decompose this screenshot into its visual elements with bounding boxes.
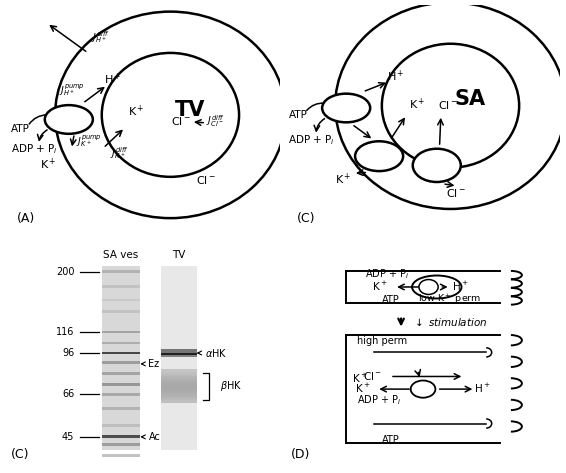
Bar bbox=[102, 384, 140, 386]
Text: $P_{H/K}$: $P_{H/K}$ bbox=[58, 112, 79, 127]
Text: 66: 66 bbox=[62, 389, 74, 400]
Text: $\downarrow$ stimulation: $\downarrow$ stimulation bbox=[412, 317, 487, 328]
Bar bbox=[161, 397, 196, 401]
Text: $J^{diff}_{H^+}$: $J^{diff}_{H^+}$ bbox=[91, 29, 110, 44]
Text: (C): (C) bbox=[11, 448, 29, 461]
Bar bbox=[102, 342, 140, 344]
Text: H$^+$: H$^+$ bbox=[104, 71, 122, 87]
Text: (D): (D) bbox=[291, 448, 311, 461]
Text: 45: 45 bbox=[62, 432, 74, 442]
Text: Cl$^-$: Cl$^-$ bbox=[438, 98, 458, 111]
Text: ATP: ATP bbox=[289, 110, 307, 120]
Bar bbox=[161, 351, 196, 355]
Text: ATP: ATP bbox=[382, 295, 400, 305]
Text: $\alpha$HK: $\alpha$HK bbox=[198, 347, 227, 359]
Bar bbox=[161, 353, 196, 357]
Text: ATP: ATP bbox=[11, 123, 30, 134]
Text: SA: SA bbox=[454, 89, 485, 109]
Bar bbox=[161, 390, 196, 393]
Bar bbox=[102, 361, 140, 364]
Text: TV: TV bbox=[172, 250, 185, 260]
Ellipse shape bbox=[419, 280, 438, 294]
Text: $J^{pump}_{K^+}$: $J^{pump}_{K^+}$ bbox=[76, 133, 101, 149]
Text: Cl$^-$: Cl$^-$ bbox=[171, 114, 191, 127]
Text: H$^+$: H$^+$ bbox=[452, 280, 469, 293]
Text: $J_{K^+}$: $J_{K^+}$ bbox=[371, 149, 388, 163]
Text: K$^+$: K$^+$ bbox=[128, 104, 144, 119]
Ellipse shape bbox=[411, 380, 435, 398]
Ellipse shape bbox=[322, 94, 370, 123]
Text: SA ves: SA ves bbox=[104, 250, 139, 260]
Bar bbox=[161, 369, 196, 372]
Text: K$^+$: K$^+$ bbox=[40, 157, 57, 172]
Text: $J^{pump}_{H^+}$: $J^{pump}_{H^+}$ bbox=[59, 83, 85, 99]
Text: $\beta$HK: $\beta$HK bbox=[220, 379, 242, 394]
Bar bbox=[102, 436, 140, 438]
Text: K$^+$: K$^+$ bbox=[355, 382, 371, 395]
Ellipse shape bbox=[355, 141, 403, 171]
Bar bbox=[161, 393, 196, 395]
Text: K$^+$: K$^+$ bbox=[351, 372, 367, 385]
Bar bbox=[161, 388, 196, 391]
Bar bbox=[161, 400, 196, 403]
Text: Ez: Ez bbox=[142, 359, 160, 369]
Bar bbox=[102, 372, 140, 375]
Bar bbox=[102, 393, 140, 396]
Bar bbox=[102, 331, 140, 333]
Bar bbox=[161, 266, 196, 450]
Bar bbox=[161, 395, 196, 398]
Text: low K$^+$ perm: low K$^+$ perm bbox=[418, 292, 481, 307]
Text: Cl$^-$: Cl$^-$ bbox=[446, 187, 466, 199]
Text: $J^{diff}_{K^+}$: $J^{diff}_{K^+}$ bbox=[110, 145, 129, 160]
Bar bbox=[102, 310, 140, 313]
Bar bbox=[161, 371, 196, 374]
Text: K$^+$: K$^+$ bbox=[335, 172, 351, 187]
Bar bbox=[161, 379, 196, 382]
Bar bbox=[102, 443, 140, 446]
Bar bbox=[102, 298, 140, 301]
Text: 116: 116 bbox=[56, 327, 74, 337]
Bar bbox=[161, 381, 196, 384]
Text: ATP: ATP bbox=[382, 435, 400, 445]
Text: Cl$^-$: Cl$^-$ bbox=[363, 370, 382, 382]
Bar bbox=[102, 424, 140, 427]
Bar bbox=[102, 271, 140, 273]
Text: H$^+$: H$^+$ bbox=[387, 68, 404, 84]
Text: Ac: Ac bbox=[142, 432, 160, 442]
Text: (C): (C) bbox=[297, 212, 315, 225]
Text: H$^+$: H$^+$ bbox=[474, 382, 490, 395]
Bar bbox=[102, 407, 140, 410]
Bar bbox=[161, 373, 196, 376]
Text: 96: 96 bbox=[62, 348, 74, 358]
Text: $J_{Cl^-}$: $J_{Cl^-}$ bbox=[427, 158, 447, 172]
Text: 200: 200 bbox=[56, 267, 74, 277]
Text: $J^{diff}_{Cl^-}$: $J^{diff}_{Cl^-}$ bbox=[207, 114, 225, 129]
Text: ADP + P$_i$: ADP + P$_i$ bbox=[11, 142, 58, 156]
Text: H$^+$: H$^+$ bbox=[414, 383, 432, 395]
Bar bbox=[102, 351, 140, 354]
Text: (A): (A) bbox=[16, 212, 35, 225]
Bar bbox=[102, 454, 140, 457]
Text: Cl$^-$: Cl$^-$ bbox=[196, 174, 216, 186]
Text: K$^+$: K$^+$ bbox=[409, 97, 426, 112]
Bar bbox=[161, 384, 196, 386]
Bar bbox=[161, 385, 196, 389]
Text: $P_{H/K}$: $P_{H/K}$ bbox=[336, 100, 357, 115]
Text: ADP + P$_i$: ADP + P$_i$ bbox=[289, 133, 336, 147]
Bar bbox=[102, 266, 140, 450]
Text: ADP + P$_i$: ADP + P$_i$ bbox=[366, 267, 410, 281]
Bar bbox=[161, 349, 196, 353]
Ellipse shape bbox=[413, 149, 461, 182]
Bar bbox=[161, 377, 196, 380]
Text: K$^+$: K$^+$ bbox=[372, 280, 387, 293]
Text: high perm: high perm bbox=[357, 336, 408, 346]
Bar bbox=[161, 375, 196, 378]
Ellipse shape bbox=[45, 105, 93, 134]
Text: ADP + P$_i$: ADP + P$_i$ bbox=[357, 394, 401, 407]
Text: TV: TV bbox=[174, 100, 205, 120]
Bar bbox=[102, 285, 140, 288]
